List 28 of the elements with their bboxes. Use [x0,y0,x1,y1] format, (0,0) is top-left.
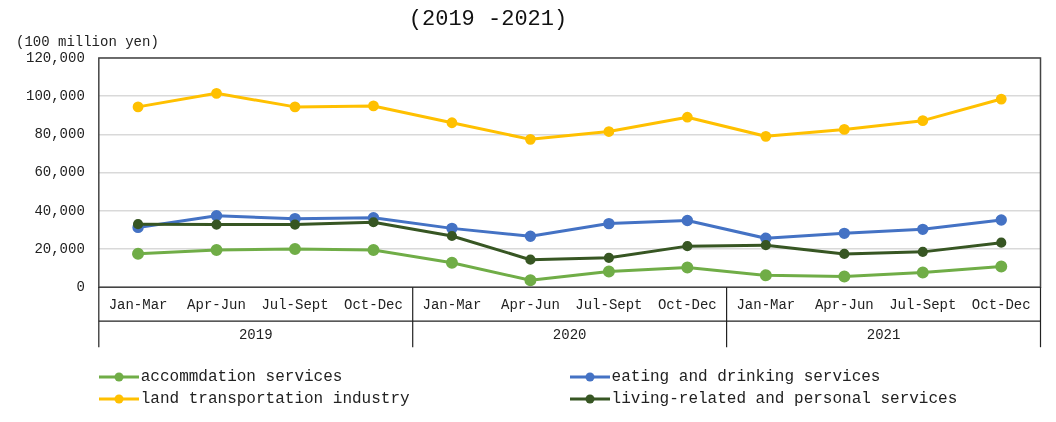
legend-label: eating and drinking services [611,368,881,386]
legend-label: land transportation industry [140,390,410,408]
y-tick-label: 80,000 [34,126,85,143]
legend-label: accommdation services [140,368,343,386]
x-tick-label: Jan-Mar [108,297,168,314]
x-tick-label: Jul-Sept [575,297,643,314]
x-tick-label: Apr-Jun [814,297,874,314]
x-tick-label: Oct-Dec [344,297,403,314]
y-tick-label: 0 [76,278,85,295]
x-tick-label: Jul-Sept [261,297,329,314]
y-tick-label: 20,000 [34,240,85,257]
x-tick-label: Jan-Mar [422,297,482,314]
y-tick-label: 60,000 [34,164,85,181]
y-axis-title: (100 million yen) [16,33,159,50]
text: 2021 [866,326,901,343]
chart-title: (2019 -2021) [407,7,569,32]
x-tick-label: Apr-Jun [501,297,560,314]
x-tick-label: Oct-Dec [657,297,717,314]
x-tick-label: Oct-Dec [971,297,1031,314]
x-tick-label: Jul-Sept [889,297,957,314]
y-tick-label: 120,000 [26,49,85,66]
x-tick-label: Apr-Jun [187,297,246,314]
text: 2020 [552,326,587,343]
legend-label: living-related and personal services [611,390,958,408]
y-tick-label: 100,000 [26,87,85,104]
y-tick-label: 40,000 [34,202,85,219]
text: 2019 [238,326,273,343]
x-tick-label: Jan-Mar [736,297,796,314]
